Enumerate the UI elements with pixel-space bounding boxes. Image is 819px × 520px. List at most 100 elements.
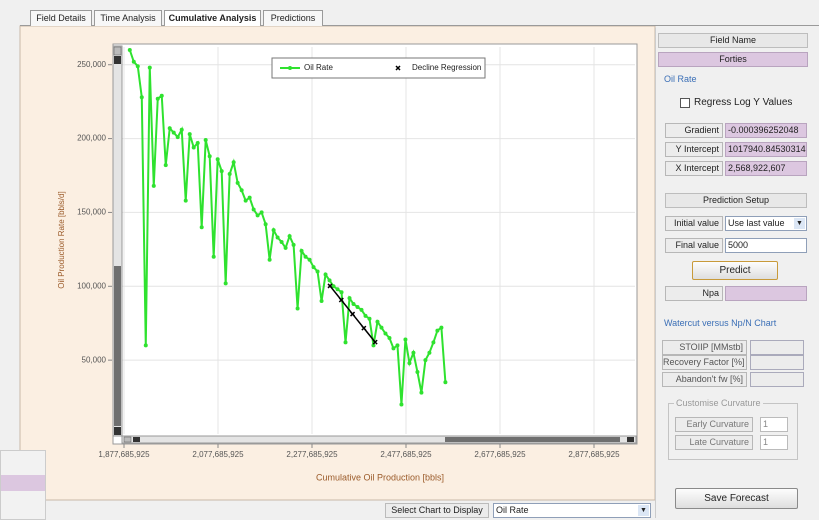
field-label: Y Intercept [665,142,723,157]
marker [267,257,272,262]
legend-label: Oil Rate [304,63,333,72]
spinner[interactable]: 1 [760,417,788,432]
marker [379,325,384,330]
v-scroll-button[interactable] [114,427,121,435]
marker [335,287,340,292]
field-label: Abandon't fw [%] [662,372,747,387]
field-value [750,355,804,370]
marker [303,254,308,259]
marker [259,210,264,215]
marker [127,47,132,52]
marker [191,145,196,150]
tab[interactable]: Field Details [30,10,92,26]
group-label: Oil Rate [664,74,697,84]
v-scrollbar[interactable] [112,45,123,437]
dropdown-arrow[interactable]: ▼ [638,505,649,516]
marker [207,154,212,159]
marker [295,306,300,311]
marker [135,64,140,69]
marker [327,283,333,289]
text-input[interactable]: 5000 [725,238,807,253]
dropdown[interactable]: Use last value ▼ [725,216,807,231]
tab[interactable]: Time Analysis [94,10,162,26]
marker [419,390,424,395]
background-window [0,450,46,520]
dropdown-value: Oil Rate [496,505,529,515]
marker [439,325,444,330]
marker [203,138,208,143]
marker [411,350,416,355]
x-tick-label: 2,677,685,925 [474,450,526,459]
x-tick-label: 2,877,685,925 [568,450,620,459]
field-value [725,286,807,301]
marker [327,278,332,283]
marker [271,228,276,233]
marker [179,127,184,132]
marker [361,325,367,331]
marker [275,235,280,240]
x-tick-label: 2,477,685,925 [380,450,432,459]
predict-button[interactable]: Predict [692,261,778,280]
marker [291,242,296,247]
x-axis-title: Cumulative Oil Production [bbls] [316,472,444,482]
marker [347,296,352,301]
marker [395,65,401,71]
h-scroll-button[interactable] [627,437,634,442]
marker [387,335,392,340]
field-label: Initial value [665,216,723,231]
field-value [750,340,804,355]
marker [407,361,412,366]
spinner[interactable]: 1 [760,435,788,450]
marker [263,222,268,227]
marker [383,331,388,336]
chart-dropdown[interactable]: Oil Rate ▼ [493,503,651,518]
h-scroll-button[interactable] [133,437,140,442]
v-scroll-button[interactable] [113,46,122,56]
marker [211,254,216,259]
marker [131,59,136,64]
marker [403,337,408,342]
field-label: Recovery Factor [%] [662,355,747,370]
marker [315,269,320,274]
h-scrollbar[interactable] [121,435,637,444]
v-scroll-thumb[interactable] [114,266,121,426]
marker [311,265,316,270]
h-scroll-button[interactable] [123,436,132,443]
group-label: Watercut versus Np/N Chart [664,318,777,328]
marker [307,257,312,262]
field-label: Final value [665,238,723,253]
v-scroll-button[interactable] [114,56,121,64]
plot-area [112,43,638,445]
h-scroll-thumb[interactable] [445,437,620,442]
marker [363,313,368,318]
marker [350,311,356,317]
marker [163,163,168,168]
tab[interactable]: Predictions [263,10,323,26]
marker [435,328,440,333]
marker [319,299,324,304]
y-axis-title: Oil Production Rate [bbls/d] [57,191,66,288]
marker [279,239,284,244]
field-value [750,372,804,387]
y-tick-label: 150,000 [77,208,106,217]
checkbox[interactable] [680,98,690,108]
tab-strip-line [20,25,819,26]
save-button[interactable]: Save Forecast [675,488,798,509]
marker [427,350,432,355]
marker [171,130,176,135]
background-window-field [1,475,45,491]
marker [355,304,360,309]
marker [151,183,156,188]
marker [251,207,256,212]
select-label: Select Chart to Display [385,503,489,518]
dropdown-arrow[interactable]: ▼ [794,218,805,229]
checkbox-label[interactable]: Regress Log Y Values [694,97,793,108]
tab-active[interactable]: Cumulative Analysis [164,10,261,26]
marker [399,402,404,407]
marker [167,126,172,131]
marker [343,340,348,345]
section-header: Prediction Setup [665,193,807,208]
marker [431,340,436,345]
field-label: Late Curvature [675,435,753,450]
